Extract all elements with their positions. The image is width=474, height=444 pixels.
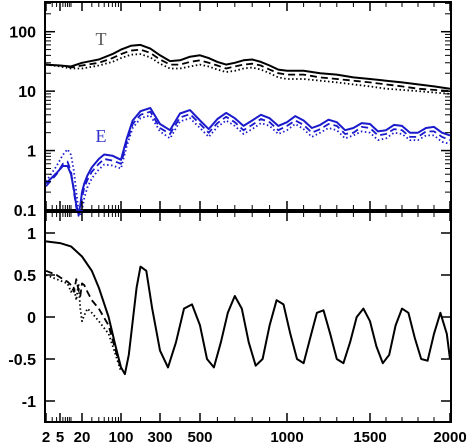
bottom-axes: -1 -0.5 0 0.5 1 2 5 20 100 300 500 1000 1500 2000 (8, 212, 467, 444)
top-axes: 0.1 1 10 100 (9, 2, 451, 220)
top-series-e-dashed-line (45, 110, 451, 217)
top-panel: 0.1 1 10 100 T E (9, 1, 452, 220)
bottom-ytick-label: 0 (27, 310, 36, 327)
top-panel-frame (44, 1, 452, 211)
top-series-e-solid-line (45, 107, 451, 216)
bottom-series-dashed-line (45, 269, 122, 370)
bottom-panel-frame (44, 211, 452, 423)
xtick-label: 1000 (270, 429, 303, 444)
xtick-label: 2 (42, 429, 50, 444)
top-series-t-dashed-line (45, 48, 451, 92)
xtick-label: 100 (108, 429, 133, 444)
bottom-series-dotted-line (45, 274, 122, 372)
xtick-label: 1500 (353, 429, 386, 444)
bottom-ytick-label: 0.5 (14, 268, 36, 285)
bottom-panel: -1 -0.5 0 0.5 1 2 5 20 100 300 500 1000 1500 2000 (8, 211, 467, 444)
top-plot-area (45, 43, 451, 217)
xtick-label: 5 (56, 429, 64, 444)
top-ytick-label: 100 (9, 25, 36, 42)
annotation-T: T (96, 29, 107, 49)
top-ytick-label: 10 (18, 84, 36, 101)
top-ytick-label: 0.1 (14, 203, 36, 220)
top-series-t-solid-line (45, 43, 451, 90)
xtick-label: 500 (187, 429, 212, 444)
xtick-label: 2000 (433, 429, 466, 444)
annotation-E: E (96, 126, 107, 146)
xtick-label: 20 (74, 429, 91, 444)
bottom-ytick-label: -0.5 (8, 352, 36, 369)
xtick-label: 300 (147, 429, 172, 444)
bottom-series-solid-line (45, 240, 451, 376)
bottom-ytick-label: -1 (22, 394, 36, 411)
bottom-plot-area (45, 240, 451, 376)
bottom-ytick-label: 1 (27, 226, 36, 243)
top-ytick-label: 1 (27, 144, 36, 161)
top-series-e-dotted-line (45, 114, 451, 217)
